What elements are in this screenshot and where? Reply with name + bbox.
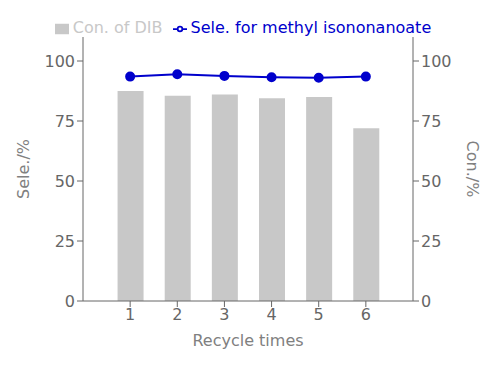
svg-text:5: 5 [314,305,324,324]
html-text:Sele. for methyl isononanoate: Sele. for methyl isononanoate [190,18,432,37]
svg-text:Con./%: Con./% [463,141,482,198]
svg-text:25: 25 [55,232,75,251]
svg-text:75: 75 [55,112,75,131]
svg-text:1: 1 [125,305,135,324]
html-text:Con. of DIB: Con. of DIB [72,18,163,37]
svg-text:0: 0 [421,292,431,311]
svg-text:25: 25 [421,232,441,251]
svg-text:Sele./%: Sele./% [14,139,33,199]
svg-text:2: 2 [172,305,182,324]
svg-text:100: 100 [421,52,452,71]
svg-text:75: 75 [421,112,441,131]
svg-text:4: 4 [266,305,276,324]
svg-text:100: 100 [44,52,75,71]
svg-text:6: 6 [361,305,371,324]
svg-text:50: 50 [55,172,75,191]
svg-text:3: 3 [219,305,229,324]
svg-text:0: 0 [65,292,75,311]
svg-text:Recycle times: Recycle times [192,331,303,350]
svg-text:50: 50 [421,172,441,191]
